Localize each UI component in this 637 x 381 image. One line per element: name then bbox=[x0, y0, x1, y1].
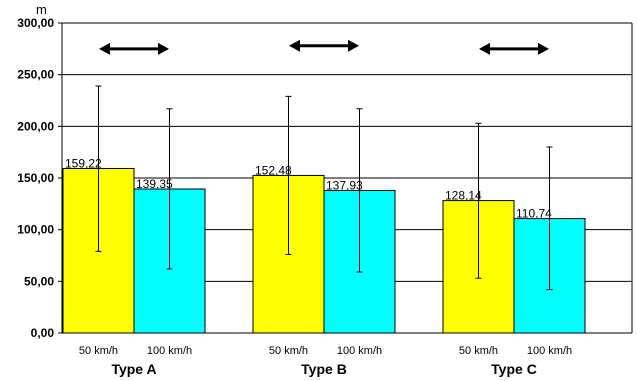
y-tick-label: 200,00 bbox=[17, 119, 54, 133]
data-label: 110,74 bbox=[516, 207, 552, 221]
x-sub-label: 50 km/h bbox=[269, 345, 308, 357]
data-label: 152,48 bbox=[255, 163, 292, 177]
error-bars-layer bbox=[95, 85, 553, 291]
labels-layer: 159,22 50 km/h 139,35 100 km/h Type A 152,48 5… bbox=[65, 156, 572, 377]
x-sub-label: 50 km/h bbox=[79, 345, 118, 357]
x-sub-label: 100 km/h bbox=[147, 345, 192, 357]
data-label: 159,22 bbox=[65, 156, 102, 170]
y-axis-unit: m bbox=[36, 2, 47, 17]
arrow-head-right bbox=[348, 39, 359, 52]
x-group-label: Type A bbox=[111, 361, 156, 377]
y-tick-label: 50,00 bbox=[24, 274, 54, 288]
y-tick-label: 300,00 bbox=[17, 16, 54, 30]
arrow-head-right bbox=[158, 42, 169, 55]
y-tick-label: 150,00 bbox=[17, 171, 54, 185]
arrow-head-left bbox=[289, 39, 300, 52]
bars-layer bbox=[62, 167, 586, 334]
arrow-head-left bbox=[99, 42, 110, 55]
y-tick-label: 0,00 bbox=[31, 326, 55, 340]
y-tick-label: 100,00 bbox=[17, 223, 54, 237]
data-label: 128,14 bbox=[445, 189, 482, 203]
arrow-head-right bbox=[538, 42, 549, 55]
arrows-layer bbox=[99, 39, 549, 55]
data-label: 139,35 bbox=[136, 177, 173, 191]
x-group-label: Type B bbox=[301, 361, 347, 377]
x-sub-label: 100 km/h bbox=[337, 345, 382, 357]
y-tick-label: 250,00 bbox=[17, 68, 54, 82]
data-label: 137,93 bbox=[326, 178, 363, 192]
x-group-label: Type C bbox=[491, 361, 537, 377]
x-sub-label: 100 km/h bbox=[527, 345, 572, 357]
x-sub-label: 50 km/h bbox=[459, 345, 498, 357]
axes: 0,00 50,00 100,00 150,00 200,00 250,00 300,00 bbox=[17, 16, 633, 340]
arrow-head-left bbox=[479, 42, 490, 55]
